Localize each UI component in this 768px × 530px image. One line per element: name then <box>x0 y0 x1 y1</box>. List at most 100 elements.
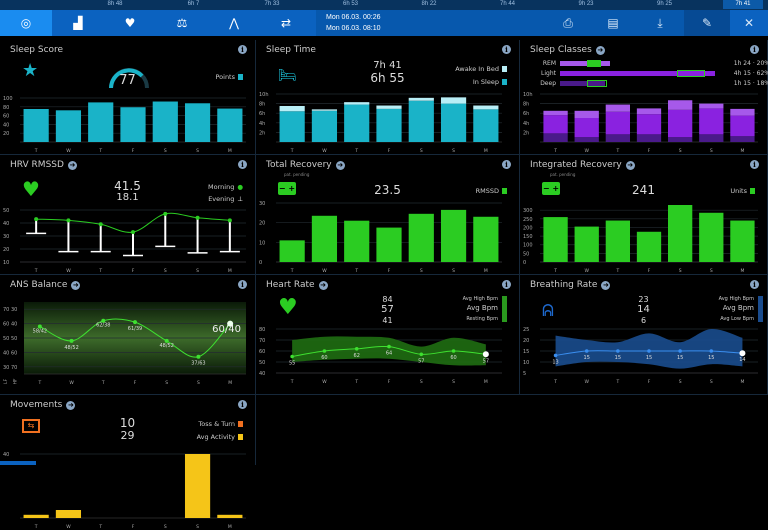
heart-rate-panel[interactable]: Heart Rate ➜ i ♥ 84 57 41 Avg High Bpm Av… <box>256 275 520 395</box>
arrow-right-icon[interactable]: ➜ <box>71 280 81 290</box>
x-tick-label: W <box>66 524 71 530</box>
x-tick-label: M <box>228 268 232 274</box>
info-icon[interactable]: i <box>238 45 247 54</box>
edit-button[interactable]: ✎ <box>684 10 730 36</box>
hrv-panel[interactable]: HRV RMSSD ➜ i ♥ 41.5 18.1 Morning ● Evenin… <box>0 155 256 275</box>
scroll-indicator[interactable] <box>0 461 36 465</box>
ans-point <box>164 338 169 343</box>
info-icon[interactable]: i <box>238 280 247 289</box>
class-label: Deep <box>540 80 556 87</box>
x-tick-label: S <box>165 380 168 386</box>
info-icon[interactable]: i <box>502 280 511 289</box>
bar-segment <box>605 104 631 112</box>
daily-value[interactable]: 8h 48 <box>107 1 123 7</box>
avg-point-label: 15 <box>677 355 683 361</box>
patent-note: pat. pending <box>550 172 576 177</box>
sleep-time-panel[interactable]: Sleep Time i 🛏 7h 41 6h 55 Awake In Bed … <box>256 40 520 155</box>
y-tick-label: 6h <box>523 111 529 117</box>
class-target-range <box>587 60 601 67</box>
sleep-score-chart: 20 40 60 80 100 T W T F S S M <box>3 96 246 154</box>
x-tick-label: T <box>290 148 294 154</box>
y-tick-label: 10 <box>523 360 529 366</box>
avg-point <box>739 350 746 357</box>
bar-segment <box>730 136 755 142</box>
movements-panel[interactable]: Movements ➜ i ⇆ 10 29 Toss & Turn Avg Act… <box>0 395 256 530</box>
info-icon[interactable]: i <box>502 160 511 169</box>
tab-balance[interactable]: ⚖ <box>156 10 208 36</box>
arrow-right-icon[interactable]: ➜ <box>595 45 605 55</box>
ans-balance-panel[interactable]: ANS Balance ➜ i 30 70 40 60 50 50 60 40 70 30… <box>0 275 256 395</box>
legend-morning: Morning ● <box>208 183 243 191</box>
bar-segment <box>605 134 631 142</box>
tab-exchange[interactable]: ⇄ <box>260 10 312 36</box>
heart-icon: ♥ <box>124 16 136 30</box>
info-icon[interactable]: i <box>750 280 759 289</box>
y-tick-label: 10 <box>259 240 265 246</box>
document-icon: ▤ <box>607 16 619 30</box>
close-button[interactable]: ✕ <box>730 10 768 36</box>
x-tick-label: F <box>388 379 391 385</box>
x-tick-label: W <box>66 268 71 274</box>
integrated-recovery-panel[interactable]: Integrated Recovery ➜ pat. pending i − + … <box>520 155 768 275</box>
arrow-right-icon[interactable]: ➜ <box>335 160 345 170</box>
tab-heart[interactable]: ♥ <box>104 10 156 36</box>
print-button[interactable]: ⎙ <box>546 10 590 36</box>
info-icon[interactable]: i <box>238 160 247 169</box>
sleep-classes-panel[interactable]: Sleep Classes ➜ i REM 1h 24 · 20% Light 4h… <box>520 40 768 155</box>
daily-value[interactable]: 7h 41 <box>723 0 763 9</box>
breathing-rate-panel[interactable]: Breathing Rate ➜ i ᕱ 23 14 6 Avg High Bpm… <box>520 275 768 395</box>
ans-point <box>101 318 106 323</box>
avg-point <box>387 344 391 349</box>
y-tick-label: 10 <box>3 260 9 266</box>
y-tick-label: 4h <box>259 121 265 127</box>
info-icon[interactable]: i <box>750 45 759 54</box>
arrow-right-icon[interactable]: ➜ <box>67 160 77 170</box>
x-tick-label: T <box>553 268 557 274</box>
pulse-icon: ⋀ <box>229 16 239 30</box>
tab-pulse[interactable]: ⋀ <box>208 10 260 36</box>
bar-segment <box>667 100 693 110</box>
x-tick-label: S <box>420 379 423 385</box>
date-range[interactable]: Mon 06.03. 00:26 Mon 06.03. 08:10 <box>316 10 546 36</box>
y-tick-label: 50 50 <box>3 336 17 342</box>
tab-dashboard[interactable]: ◎ <box>0 10 52 36</box>
avg-point-label: 62 <box>354 353 360 359</box>
legend-swatch <box>502 79 507 85</box>
daily-value[interactable]: 7h 44 <box>499 1 515 7</box>
daily-value[interactable]: 6h 53 <box>342 1 358 7</box>
daily-value[interactable]: 9h 25 <box>656 1 672 7</box>
arrow-right-icon[interactable]: ➜ <box>318 280 328 290</box>
info-icon[interactable]: i <box>750 160 759 169</box>
x-tick-label: F <box>648 268 651 274</box>
sleep-score-panel[interactable]: Sleep Score i ★ 77 Points 20 40 60 80 100 T W T… <box>0 40 256 155</box>
x-tick-label: M <box>484 268 488 274</box>
print-icon: ⎙ <box>563 15 573 30</box>
download-button[interactable]: ⤓ <box>636 10 684 36</box>
info-icon[interactable]: i <box>502 45 511 54</box>
daily-value[interactable]: 9h 23 <box>578 1 594 7</box>
report-button[interactable]: ▤ <box>590 10 636 36</box>
daily-value[interactable]: 8h 22 <box>421 1 437 7</box>
arrow-right-icon[interactable]: ➜ <box>66 400 76 410</box>
arrow-right-icon[interactable]: ➜ <box>601 280 611 290</box>
morning-point <box>131 230 135 235</box>
arrow-right-icon[interactable]: ➜ <box>625 160 635 170</box>
tab-statistics[interactable]: ▟ <box>52 10 104 36</box>
daily-value[interactable]: 6h 7 <box>187 1 200 7</box>
integrated-recovery-value: 241 <box>632 183 655 197</box>
toss-turn-icon: ⇆ <box>22 419 40 433</box>
total-recovery-panel[interactable]: Total Recovery ➜ pat. pending i − + 23.5 … <box>256 155 520 275</box>
morning-point <box>98 222 103 227</box>
x-tick-label: M <box>228 148 232 154</box>
title-text: Heart Rate <box>266 280 315 290</box>
avg-activity-value: 29 <box>120 429 135 442</box>
x-tick-label: T <box>354 148 358 154</box>
legend-activity: Avg Activity <box>197 433 243 441</box>
legend-hr-high: Avg High Bpm <box>462 296 498 302</box>
title-text: HRV RMSSD <box>10 160 64 170</box>
info-icon[interactable]: i <box>238 400 247 409</box>
daily-value[interactable]: 7h 33 <box>264 1 280 7</box>
bar-segment <box>605 111 631 135</box>
x-tick-label: T <box>553 379 557 385</box>
legend-awake: Awake In Bed <box>455 65 507 73</box>
